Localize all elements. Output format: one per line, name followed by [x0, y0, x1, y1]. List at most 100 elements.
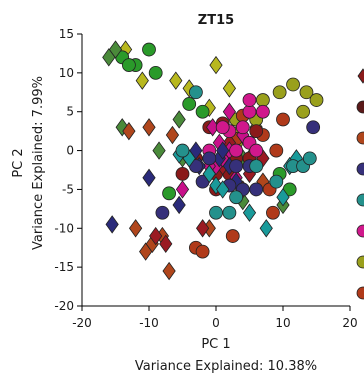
data-point	[148, 65, 163, 80]
data-point	[255, 104, 270, 119]
data-point	[142, 42, 156, 57]
data-point	[249, 143, 264, 158]
data-point	[249, 124, 264, 139]
data-point	[182, 97, 197, 111]
data-point	[299, 85, 314, 100]
data-point	[306, 120, 321, 135]
y-tick-label: 5	[66, 105, 74, 119]
data-point	[105, 215, 119, 234]
data-point	[202, 151, 217, 166]
y-tick-label: 15	[59, 27, 74, 41]
data-point	[128, 219, 143, 238]
data-point	[266, 205, 280, 220]
legend-marker	[357, 68, 364, 84]
legend-marker	[356, 131, 364, 145]
y-tick-label: -10	[54, 221, 74, 235]
x-tick-label: -20	[72, 316, 92, 330]
series-13	[175, 85, 317, 220]
x-axis-variance-label: Variance Explained: 10.38%	[135, 359, 317, 374]
data-point	[272, 85, 287, 100]
data-point	[202, 164, 216, 184]
y-tick-label: 0	[66, 144, 74, 158]
data-point	[222, 102, 237, 121]
data-point	[215, 120, 230, 135]
data-point	[269, 174, 284, 189]
data-point	[155, 205, 170, 220]
y-axis-label: PC 2	[11, 148, 26, 177]
data-point	[276, 112, 290, 127]
data-point	[222, 79, 237, 98]
data-point	[121, 58, 136, 72]
data-point	[209, 205, 223, 220]
data-point	[216, 180, 230, 199]
data-points	[102, 40, 324, 281]
data-point	[286, 77, 300, 92]
y-tick-label: 10	[59, 66, 74, 80]
data-point	[165, 125, 180, 145]
data-point	[172, 195, 186, 215]
data-point	[195, 219, 210, 238]
legend-marker	[356, 193, 364, 207]
data-point	[222, 205, 237, 220]
y-tick-label: -5	[62, 182, 74, 196]
data-point	[249, 159, 264, 174]
data-point	[142, 168, 156, 187]
legend-marker	[356, 255, 364, 269]
data-point	[259, 219, 273, 238]
data-point	[202, 98, 216, 118]
y-ticks: 15 10 5 0 -5 -10 -15 -20	[54, 27, 82, 313]
data-point	[276, 188, 290, 207]
data-point	[216, 141, 230, 160]
data-point	[188, 85, 203, 100]
x-tick-label: 0	[212, 316, 220, 330]
y-tick-label: -20	[54, 299, 74, 313]
data-point	[152, 141, 166, 160]
data-point	[122, 121, 136, 141]
data-point	[229, 190, 244, 205]
data-point	[242, 93, 257, 107]
data-point	[175, 180, 190, 199]
series-9	[202, 93, 270, 158]
data-point	[242, 203, 257, 222]
data-point	[225, 229, 240, 243]
legend-cropped	[356, 68, 364, 300]
data-point	[249, 182, 264, 197]
data-point	[169, 71, 183, 90]
chart-title: ZT15	[198, 13, 234, 28]
x-ticks: -20 -10 0 10 20	[72, 306, 358, 330]
data-point	[162, 186, 177, 201]
legend-marker	[356, 100, 364, 114]
data-point	[175, 166, 190, 181]
data-point	[142, 118, 156, 137]
data-point	[195, 104, 210, 119]
series-11	[155, 120, 321, 220]
data-point	[175, 143, 190, 158]
data-point	[235, 120, 250, 135]
data-point	[229, 143, 244, 158]
data-point	[195, 244, 210, 259]
data-point	[269, 143, 284, 158]
data-point	[159, 234, 173, 254]
data-point	[149, 226, 163, 246]
data-point	[162, 261, 176, 281]
data-point	[229, 159, 244, 174]
data-point	[102, 48, 116, 67]
data-point	[172, 110, 186, 129]
data-point	[209, 55, 223, 75]
data-point	[296, 104, 311, 119]
data-point	[309, 93, 324, 107]
data-point	[182, 79, 196, 98]
y-tick-label: -15	[54, 260, 74, 274]
x-tick-label: -10	[139, 316, 159, 330]
data-point	[255, 93, 270, 107]
legend-marker	[356, 224, 364, 238]
data-point	[115, 118, 129, 137]
y-axis-variance-label: Variance Explained: 7.99%	[31, 76, 46, 250]
legend-marker	[356, 286, 364, 300]
x-tick-label: 20	[342, 316, 357, 330]
x-tick-label: 10	[275, 316, 290, 330]
data-point	[242, 104, 257, 119]
x-axis-label: PC 1	[201, 337, 230, 352]
data-point	[302, 151, 317, 166]
